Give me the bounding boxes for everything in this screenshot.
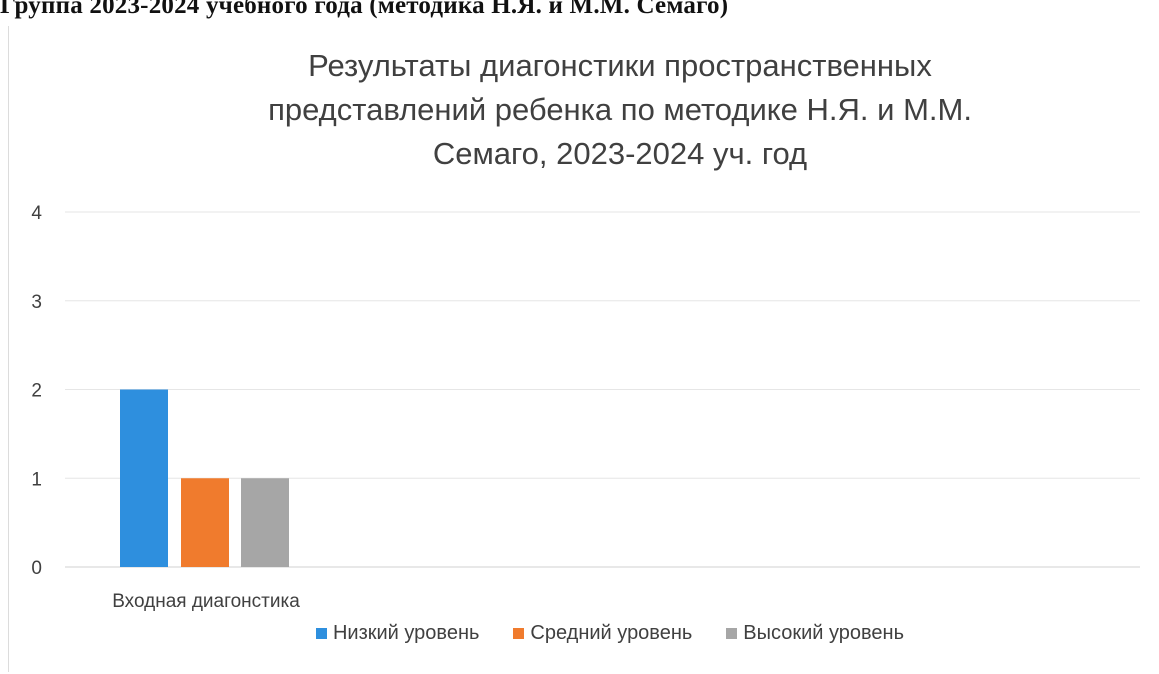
y-tick-label-0: 0 xyxy=(31,558,42,579)
chart-title-line-3: Семаго, 2023-2024 уч. год xyxy=(432,136,808,171)
legend-label-medium: Средний уровень xyxy=(530,622,693,644)
chart-title-line-2: представлений ребенка по методике Н.Я. и… xyxy=(268,92,972,127)
legend-item-medium: Средний уровень xyxy=(513,622,692,645)
chart-legend: Низкий уровень Средний уровень Высокий у… xyxy=(260,622,960,645)
legend-label-low: Низкий уровень xyxy=(332,622,480,644)
legend-label-high: Высокий уровень xyxy=(743,622,905,644)
chart-title: Результаты диагонстики пространственных … xyxy=(180,44,1060,176)
y-tick-label-4: 4 xyxy=(31,203,42,224)
chart-title-line-1: Результаты диагонстики пространственных xyxy=(308,48,932,83)
y-tick-label-3: 3 xyxy=(31,292,42,313)
legend-item-high: Высокий уровень xyxy=(726,622,904,645)
legend-swatch-low xyxy=(315,628,327,639)
legend-swatch-high xyxy=(726,628,738,639)
x-category-label: Входная диагонстика xyxy=(112,591,300,612)
bar-high xyxy=(241,478,289,567)
legend-swatch-medium xyxy=(513,628,525,639)
document-heading: Группа 2023-2024 учебного года (методика… xyxy=(0,0,729,19)
chart-frame xyxy=(8,26,1154,672)
bar-medium xyxy=(181,478,229,567)
y-tick-label-2: 2 xyxy=(31,381,42,402)
bar-low xyxy=(120,389,168,567)
y-tick-label-1: 1 xyxy=(31,469,42,490)
legend-item-low: Низкий уровень xyxy=(315,622,480,645)
